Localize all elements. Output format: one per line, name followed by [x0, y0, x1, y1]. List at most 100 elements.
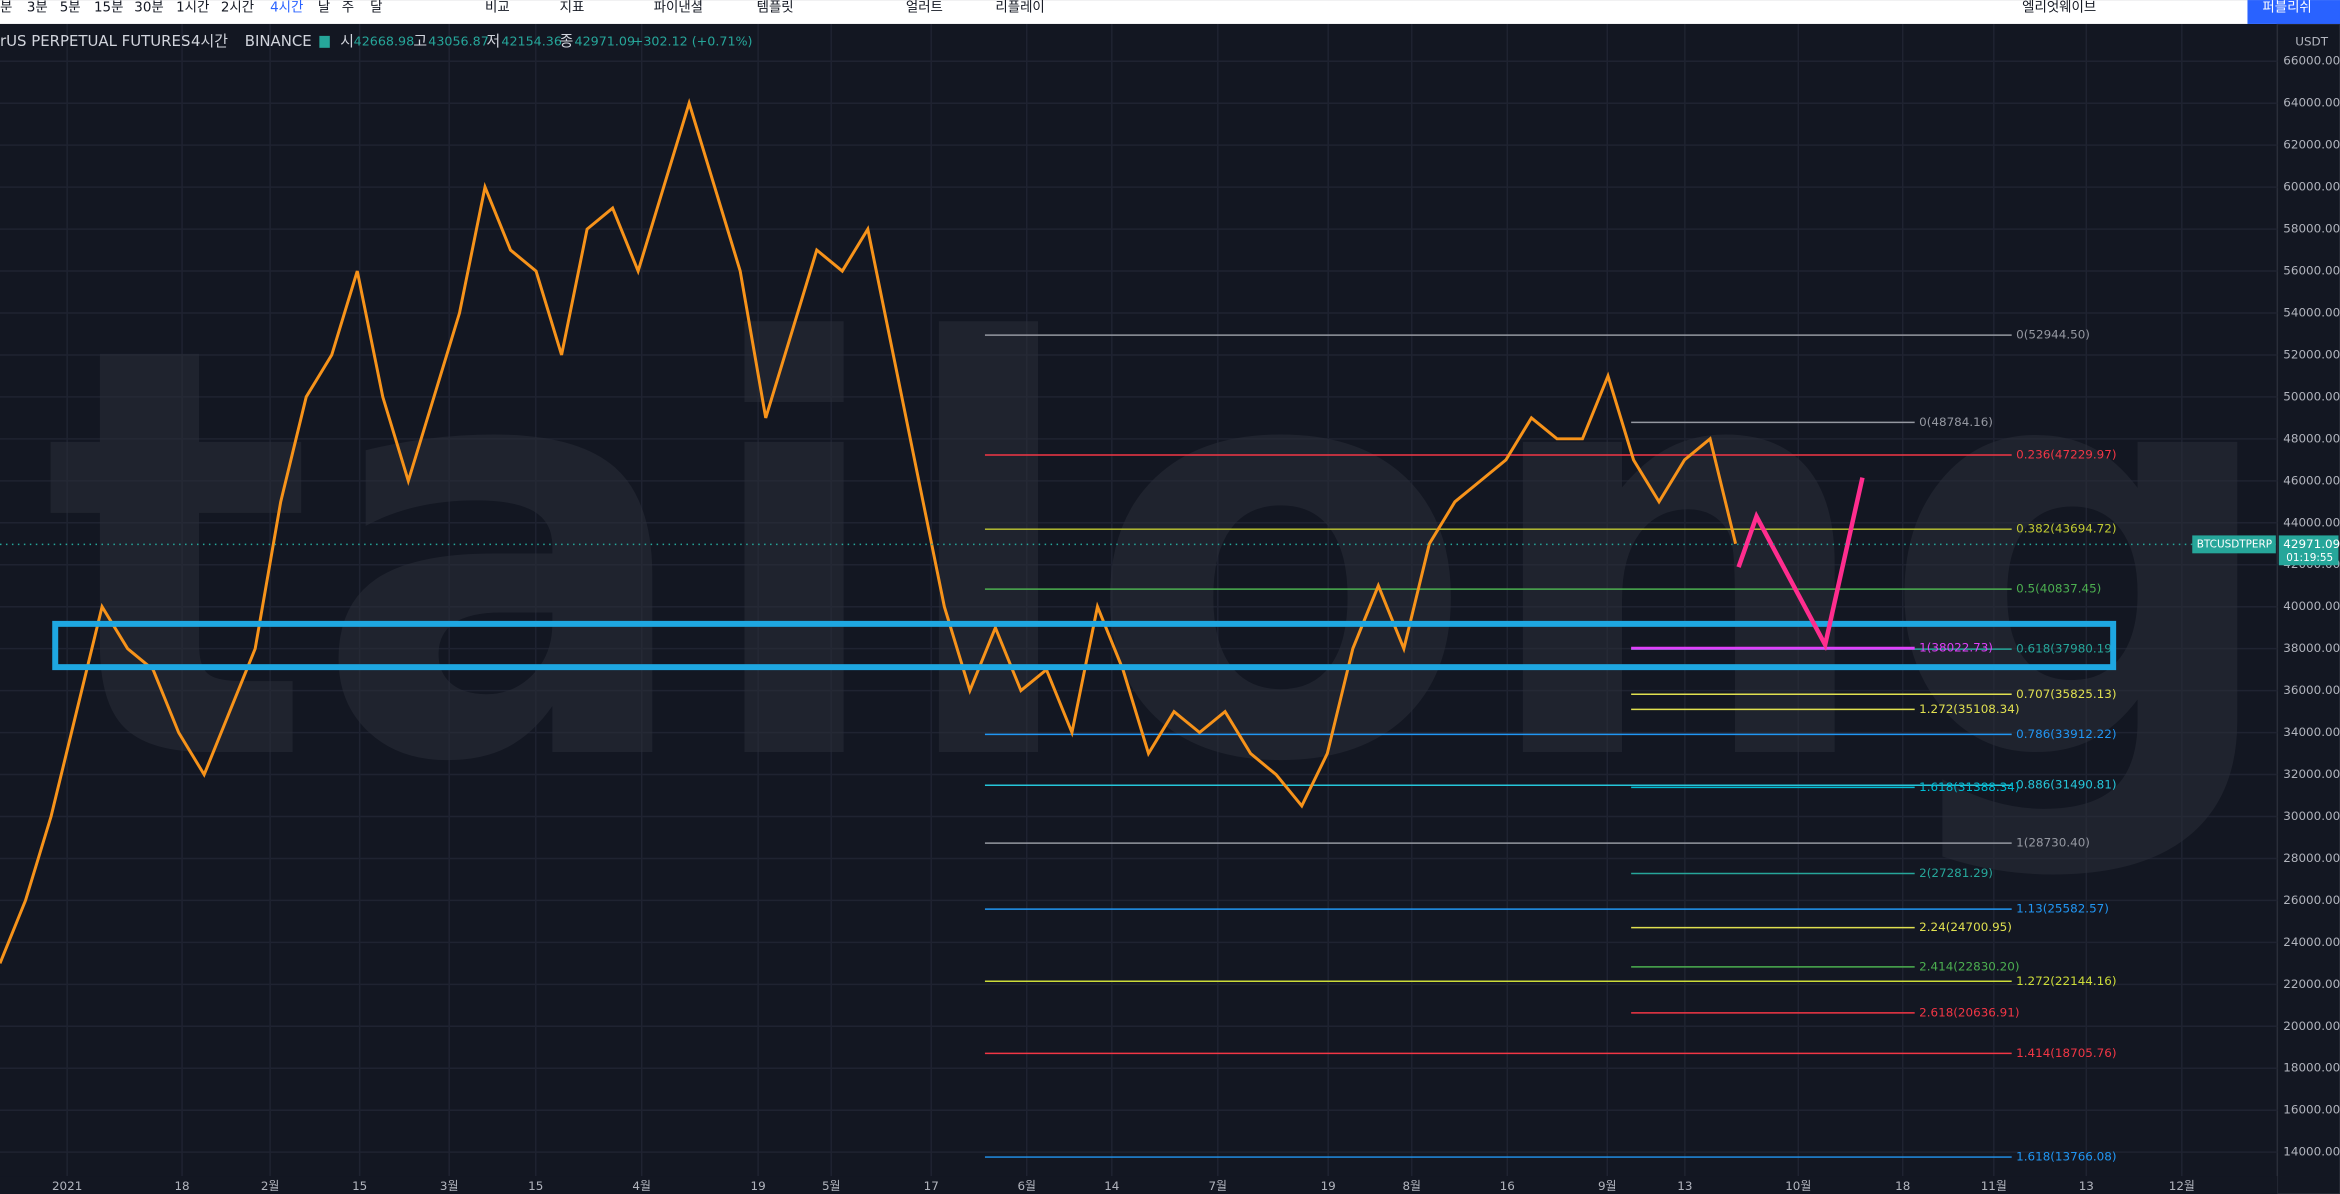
price-tick-label: 62000.00 [2283, 138, 2340, 152]
interval-button[interactable]: 15분 [94, 1, 123, 16]
symbol-change: +302.12 (+0.71%) [633, 33, 753, 48]
fib-label: 1.414(18705.76) [2016, 1046, 2116, 1060]
interval-button[interactable]: 3분 [27, 1, 48, 16]
fib-label: 0.5(40837.45) [2016, 582, 2101, 596]
fib-label: 1.13(25582.57) [2016, 902, 2109, 916]
interval-button[interactable]: 달 [370, 0, 382, 16]
symbol-open-label: 시 [340, 32, 354, 50]
symbol-high: 43056.87 [428, 33, 488, 48]
time-tick-label: 12월 [2169, 1179, 2195, 1193]
price-tick-label: 58000.00 [2283, 222, 2340, 236]
time-tick-label: 19 [751, 1179, 766, 1193]
interval-button[interactable]: 2시간 [221, 0, 254, 16]
price-tick-label: 46000.00 [2283, 473, 2340, 487]
time-tick-label: 2월 [261, 1179, 280, 1193]
time-axis [0, 1176, 2278, 1194]
price-tick-label: 32000.00 [2283, 767, 2340, 781]
price-tick-label: 30000.00 [2283, 809, 2340, 823]
fib-label: 2.414(22830.20) [1919, 959, 2019, 973]
fib-label: 2.618(20636.91) [1919, 1005, 2019, 1019]
symbol-low-label: 저 [487, 32, 501, 50]
price-tick-label: 56000.00 [2283, 264, 2340, 278]
fib-label: 2(27281.29) [1919, 866, 1993, 880]
status-flag [319, 35, 330, 48]
time-tick-label: 10월 [1785, 1179, 1811, 1193]
price-tick-label: 66000.00 [2283, 54, 2340, 68]
price-tick-label: 20000.00 [2283, 1019, 2340, 1033]
price-tick-label: 22000.00 [2283, 977, 2340, 991]
interval-button[interactable]: 날 [318, 0, 330, 16]
interval-button[interactable]: 주 [342, 1, 354, 16]
time-tick-label: 18 [1895, 1179, 1910, 1193]
price-tick-label: 60000.00 [2283, 180, 2340, 194]
price-tag-text: 42971.09 [2283, 537, 2340, 551]
fib-label: 1.272(35108.34) [1919, 702, 2019, 716]
symbol-exchange: BINANCE [245, 32, 312, 50]
symbol-high-label: 고 [413, 32, 427, 50]
time-tick-label: 2021 [52, 1179, 82, 1193]
price-tick-label: 38000.00 [2283, 641, 2340, 655]
symbol-name: rUS PERPETUAL FUTURES [0, 32, 190, 50]
fib-label: 0.786(33912.22) [2016, 727, 2116, 741]
interval-button[interactable]: 30분 [134, 1, 163, 16]
fib-label: 2.24(24700.95) [1919, 920, 2012, 934]
toolbar-button[interactable]: 지표 [560, 0, 585, 16]
fib-label: 1(28730.40) [2016, 836, 2090, 850]
symbol-close-label: 종 [560, 32, 574, 50]
toolbar-button[interactable]: 엘리엇웨이브 [2022, 0, 2096, 16]
toolbar-button[interactable]: 얼러트 [906, 0, 943, 16]
toolbar-button[interactable]: 파이낸셜 [654, 0, 703, 16]
toolbar-button[interactable]: 템플릿 [757, 0, 794, 16]
fib-label: 0.382(43694.72) [2016, 522, 2116, 536]
interval-button[interactable]: 4시간 [270, 0, 303, 16]
price-tag [2278, 535, 2339, 566]
interval-button[interactable]: 1시간 [176, 0, 209, 16]
price-tick-label: 26000.00 [2283, 893, 2340, 907]
support-zone [52, 620, 2117, 671]
price-tick-label: 14000.00 [2283, 1145, 2340, 1159]
price-tick-label: 16000.00 [2283, 1103, 2340, 1117]
price-tick-label: 44000.00 [2283, 515, 2340, 529]
symbol-tag-text: BTCUSDTPERP [2197, 538, 2272, 550]
price-axis [2276, 23, 2340, 1194]
projection-path [1736, 477, 1865, 652]
time-tick-label: 9월 [1598, 1179, 1617, 1193]
price-tick-label: 28000.00 [2283, 851, 2340, 865]
price-line [0, 98, 1738, 964]
time-tick-label: 8월 [1402, 1179, 1421, 1193]
publish-button[interactable]: 퍼블리쉬 [2262, 0, 2311, 16]
fib-label: 0.618(37980.19) [2016, 642, 2116, 656]
time-tick-label: 5월 [822, 1179, 841, 1193]
price-tick-label: 50000.00 [2283, 389, 2340, 403]
fib-label: 1.272(22144.16) [2016, 974, 2116, 988]
time-tick-label: 7월 [1208, 1179, 1227, 1193]
time-tick-label: 18 [174, 1179, 189, 1193]
time-tick-label: 14 [1104, 1179, 1119, 1193]
time-tick-label: 17 [924, 1179, 939, 1193]
interval-button[interactable]: 5분 [60, 1, 81, 16]
time-tick-label: 19 [1321, 1179, 1336, 1193]
fib-label: 0.707(35825.13) [2016, 687, 2116, 701]
symbol-open: 42668.98 [354, 33, 414, 48]
price-tick-label: 52000.00 [2283, 347, 2340, 361]
watermark: tailong [43, 226, 2285, 886]
time-tick-label: 15 [352, 1179, 367, 1193]
toolbar-button[interactable]: 리플레이 [995, 0, 1044, 16]
price-tick-label: 36000.00 [2283, 683, 2340, 697]
toolbar-button[interactable]: 비교 [485, 0, 510, 16]
fib-label: 1(38022.73) [1919, 641, 1993, 655]
currency-label: USDT [2295, 34, 2328, 48]
time-tick-label: 15 [528, 1179, 543, 1193]
fib-label: 0(52944.50) [2016, 328, 2090, 342]
symbol-tag [2192, 535, 2276, 554]
interval-button[interactable]: 분 [0, 1, 12, 16]
price-tick-label: 54000.00 [2283, 305, 2340, 319]
publish-button-bg[interactable] [2247, 0, 2340, 24]
fib-label: 1.618(31388.34) [1919, 780, 2019, 794]
time-tick-label: 3월 [440, 1179, 459, 1193]
symbol-low: 42154.36 [501, 33, 561, 48]
price-tick-label: 48000.00 [2283, 431, 2340, 445]
